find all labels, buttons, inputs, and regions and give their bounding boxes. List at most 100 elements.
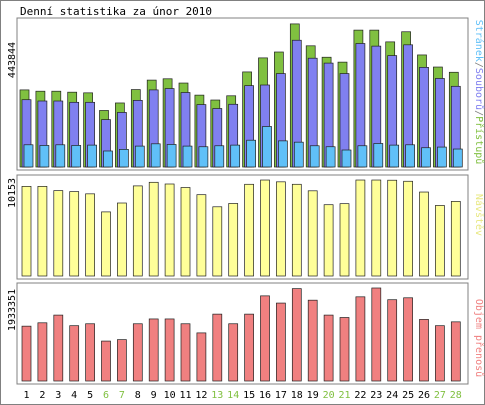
bar-bandwidth [148,318,159,382]
bar-pages [309,145,320,168]
x-tick-label: 1 [23,390,29,401]
x-tick-label: 27 [434,390,446,401]
bar-bandwidth [101,340,111,382]
y-max-label-hits: 443844 [7,42,18,78]
x-tick-label: 13 [211,390,223,401]
bar-bandwidth [291,288,302,382]
bars-bandwidth [21,287,461,382]
bar-visits [307,190,318,277]
bar-visits [355,179,366,277]
bar-visits [403,180,413,277]
x-axis-day-labels: 1 2 3 4 5 6 7 8 9 10 11 12 13 14 15 16 17 18 19 20 21 22 23 24 2… [23,390,461,401]
x-tick-label: 18 [291,390,303,401]
bar-bandwidth [307,299,318,382]
x-tick-label: 12 [195,390,207,401]
chart-title: Denní statistika za únor 2010 [20,5,212,18]
legend-label-files: Souborů [473,68,485,110]
panel-frame-bandwidth [16,282,469,385]
bar-visits [85,193,95,277]
bar-bandwidth [371,287,382,382]
bar-visits [37,186,48,277]
bar-bandwidth [435,325,445,382]
bar-bandwidth [132,323,143,382]
bar-bandwidth [69,325,80,382]
bar-visits [164,183,175,277]
bar-pages [325,146,336,168]
x-tick-label: 15 [243,390,255,401]
x-tick-label: 17 [275,390,287,401]
y-max-label-visits: 10153 [7,178,18,208]
x-tick-label: 21 [338,390,350,401]
y-max-label-bandwidth: 1933351 [7,289,18,331]
bar-pages [103,150,113,168]
bar-visits [291,183,302,277]
bar-bandwidth [21,325,32,382]
panel-hits-files-pages: 443844 Stránek/Souborů/Přístupů [7,17,485,171]
y-axis-label-visits: Návštěv [473,194,485,236]
bar-pages [437,146,447,168]
bar-visits [148,181,159,277]
bar-visits [435,205,445,277]
x-tick-label: 3 [55,390,61,401]
bar-pages [405,144,415,168]
bar-pages [230,144,241,168]
bar-pages [198,146,209,168]
bar-visits [450,201,461,277]
bar-visits [419,191,429,277]
bar-pages [278,140,288,168]
bar-pages [452,148,463,168]
bar-pages [39,145,50,168]
bar-bandwidth [53,314,64,382]
bar-pages [134,145,145,168]
bar-bandwidth [244,313,254,382]
bar-bandwidth [355,296,366,382]
bar-visits [244,183,254,277]
bar-bandwidth [403,297,413,382]
legend-label-hits: Přístupů [473,116,485,164]
bars-visits [21,179,461,277]
bar-bandwidth [323,314,334,382]
bar-visits [228,203,239,277]
bar-pages [71,145,82,168]
bar-visits [101,211,111,277]
y-axis-label-hits: Stránek/Souborů/Přístupů [473,20,485,165]
bar-bandwidth [180,323,191,382]
bar-visits [132,185,143,277]
bar-pages [357,145,368,168]
bar-visits [117,202,127,277]
bar-visits [180,187,191,277]
panel-visits: 10153 Návštěv [7,174,485,280]
x-tick-label: 16 [259,390,271,401]
bar-visits [69,191,80,277]
x-tick-label: 28 [450,390,462,401]
bar-pages [55,144,66,168]
x-tick-label: 23 [370,390,382,401]
bar-pages [166,144,177,168]
x-tick-label: 25 [402,390,414,401]
bar-pages [23,144,34,168]
bar-pages [214,145,225,168]
bar-pages [341,149,352,168]
bar-visits [371,179,382,277]
bar-bandwidth [212,313,223,382]
bar-pages [389,144,400,168]
bar-pages [119,149,129,168]
bar-bandwidth [37,322,48,382]
bar-pages [293,141,304,168]
bar-bandwidth [260,295,270,382]
bar-bandwidth [387,299,398,382]
panel-frame-hits [16,17,469,171]
bar-visits [21,186,32,277]
x-tick-label: 9 [151,390,157,401]
bar-pages [262,126,272,168]
legend-separator: / [473,62,484,68]
bar-visits [323,204,334,277]
y-axis-label-bandwidth: Objem přenosů [473,299,485,377]
x-tick-label: 7 [119,390,125,401]
bar-bandwidth [450,321,461,382]
bar-visits [196,194,207,277]
bar-bandwidth [276,302,286,382]
x-tick-label: 11 [179,390,191,401]
bar-bandwidth [339,317,350,382]
